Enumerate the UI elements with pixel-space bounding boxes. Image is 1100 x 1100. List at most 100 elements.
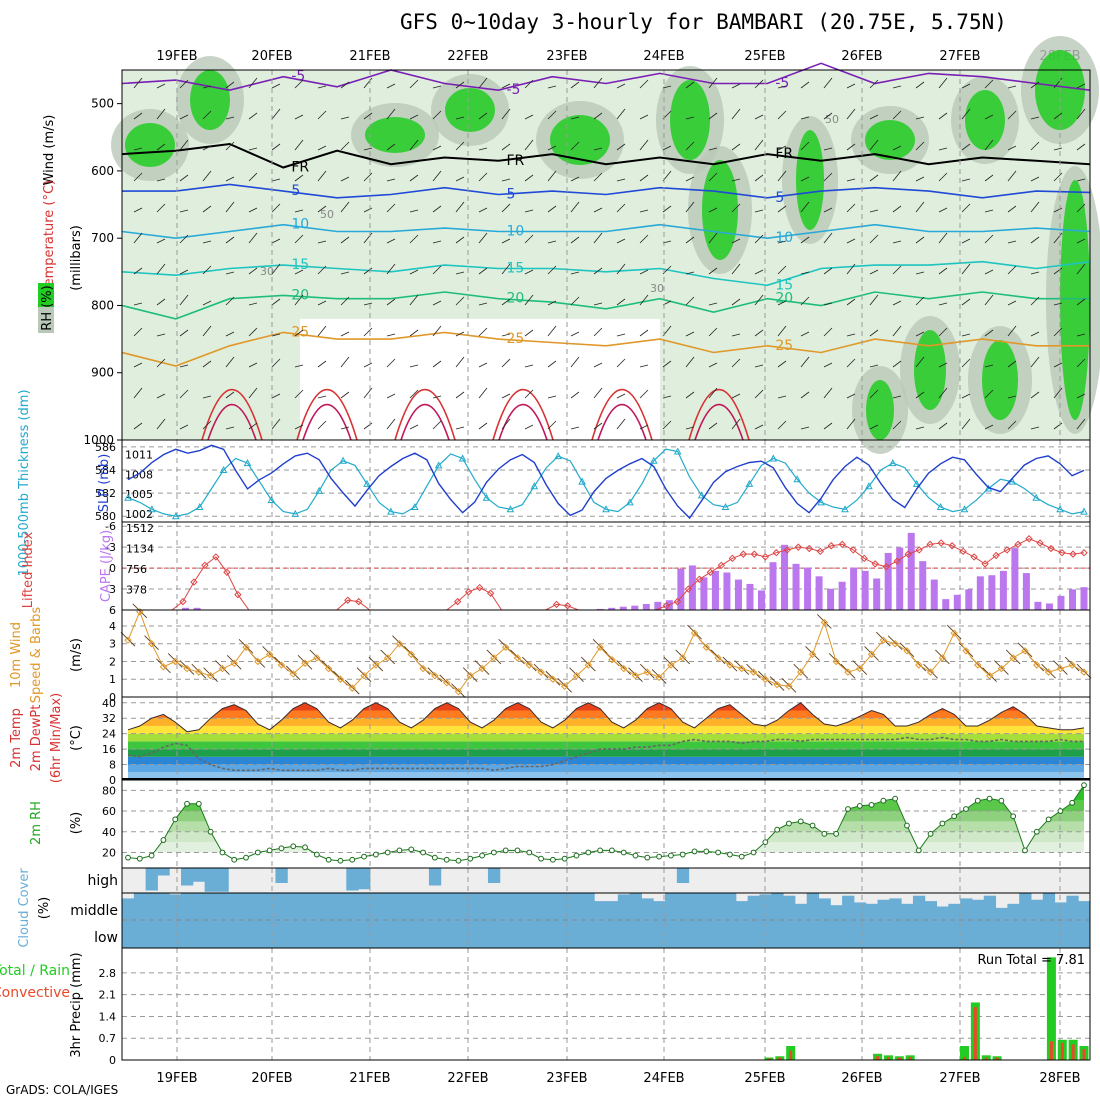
wind-barb: [961, 358, 971, 368]
wind-speed-marker: [289, 670, 297, 678]
wind-barb: [386, 393, 396, 399]
cloud-middle-bar: [570, 893, 583, 920]
temp-band: [128, 710, 1084, 719]
rh-marker: [1057, 808, 1064, 814]
wind-barb: [478, 232, 488, 244]
wind-barb: [363, 302, 373, 306]
wind-barb: [731, 333, 741, 337]
wind-barb: [248, 207, 258, 213]
wind-barb: [685, 201, 695, 213]
rh-marker: [609, 847, 615, 854]
wind-speed-marker: [1021, 647, 1029, 655]
cloud-middle-bar: [735, 901, 749, 920]
wind-barb: [754, 424, 764, 430]
rh-marker: [538, 855, 544, 862]
wind-barb: [409, 269, 419, 275]
precip-conv-bar: [984, 1057, 988, 1060]
wind-barb: [294, 139, 304, 151]
temp-band: [128, 772, 1084, 780]
rh-marker: [668, 852, 674, 859]
cloud-low-bar: [712, 920, 725, 948]
cloud-middle-bar: [393, 893, 406, 920]
cloud-low-bar: [936, 920, 949, 948]
rh-marker: [502, 847, 509, 854]
wind-barb: [271, 178, 281, 182]
wind-speed-marker: [537, 668, 545, 676]
temp-band: [128, 756, 1084, 765]
wind-barb: [156, 238, 166, 244]
wind-barb-10m: [403, 646, 419, 661]
precip-ytick-label: 2.1: [99, 989, 117, 1002]
cape-bar: [907, 532, 915, 610]
cloud-low-bar: [700, 920, 713, 948]
lifted-marker: [695, 575, 704, 583]
cloud-low-bar: [806, 920, 819, 948]
wind-barb: [179, 269, 189, 275]
wind-barb: [685, 81, 695, 89]
wind-barb: [754, 114, 764, 120]
rh-marker: [998, 797, 1005, 804]
lifted-marker: [794, 543, 803, 551]
wind-barb: [708, 327, 718, 337]
wind-barb: [731, 178, 741, 182]
wind-barb: [363, 267, 373, 275]
wind-barb: [501, 393, 511, 399]
rh-band: [128, 811, 1084, 822]
rh-band: [128, 800, 1084, 812]
cloud-middle-bar: [617, 894, 631, 920]
wind-barb: [340, 331, 350, 337]
wind-barb: [386, 298, 396, 306]
wind-barb: [363, 112, 373, 120]
cloud-middle-bar: [783, 895, 796, 920]
rh-marker: [939, 820, 946, 827]
isotherm-label: -5: [775, 75, 789, 91]
wind-barb: [777, 145, 787, 151]
lifted-marker: [1014, 540, 1022, 549]
wind-barb: [409, 79, 419, 89]
wind-barb: [1053, 77, 1063, 89]
cloud-low-bar: [877, 920, 890, 948]
wind-barb: [524, 209, 534, 213]
cape-bar: [873, 578, 881, 610]
rh-marker: [361, 853, 367, 860]
rh-marker: [762, 839, 769, 846]
cloud-row-label: low: [94, 930, 118, 946]
cape-bar: [700, 577, 708, 610]
wind-barb: [1053, 172, 1063, 182]
wind-speed-marker: [407, 650, 415, 659]
wind-barb: [570, 176, 580, 182]
wind-speed-marker: [643, 668, 652, 676]
wind-barb: [984, 364, 994, 368]
wind-barb: [892, 360, 902, 368]
rh-ytick-label: 60: [102, 805, 116, 818]
wind-barb: [1053, 207, 1063, 213]
cloud-low-bar: [1078, 920, 1091, 948]
thickness-marker: [363, 479, 371, 487]
cloud-middle-bar: [322, 893, 335, 920]
wind-barb: [179, 139, 189, 151]
wind-barb: [248, 232, 258, 244]
wind-barb: [892, 110, 902, 120]
wind-barb: [731, 203, 741, 213]
wind-barb: [800, 331, 810, 337]
cloud-low-bar: [358, 920, 371, 948]
wind-speed-marker: [997, 664, 1006, 673]
wind-barb: [984, 234, 994, 244]
wind-barb: [777, 300, 787, 306]
wind-barb: [1030, 201, 1040, 213]
wind-barb: [869, 294, 879, 306]
wind-barb: [938, 207, 948, 213]
wind-barb: [363, 387, 373, 399]
cloud-middle-bar: [842, 895, 855, 920]
wind-barb: [616, 333, 626, 337]
rh-marker: [514, 847, 521, 854]
wind-barb: [846, 83, 856, 89]
wind-barb: [202, 300, 212, 306]
wind-barb: [823, 112, 833, 120]
rh-marker: [337, 857, 344, 864]
lifted-marker: [212, 553, 220, 561]
isotherm-label: FR: [506, 153, 524, 169]
cape-bar: [896, 547, 904, 610]
wind-barb: [961, 393, 971, 399]
wind-barb: [501, 333, 511, 337]
